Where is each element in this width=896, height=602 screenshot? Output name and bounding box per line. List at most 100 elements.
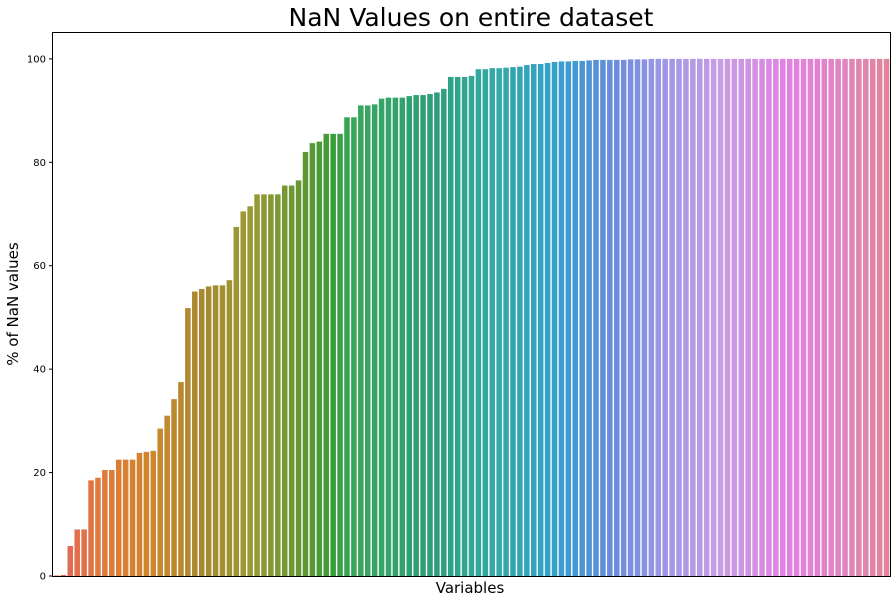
bar <box>171 399 177 576</box>
bar <box>102 469 108 576</box>
bar <box>344 117 350 576</box>
bar <box>420 95 426 576</box>
bar <box>295 180 302 576</box>
bar <box>281 185 288 576</box>
bar <box>74 529 80 576</box>
bar <box>233 226 240 576</box>
y-axis-ticks: 0 20 40 60 80 100 <box>27 54 53 583</box>
bar <box>883 58 890 577</box>
bar <box>752 58 758 577</box>
bar <box>164 415 170 576</box>
bar <box>669 58 675 577</box>
bar <box>662 58 668 577</box>
bar <box>648 58 655 577</box>
bar <box>454 76 461 577</box>
bar <box>205 286 212 576</box>
bar <box>358 105 364 577</box>
bar <box>835 58 841 577</box>
bar <box>226 280 233 576</box>
bar <box>323 133 329 576</box>
bar <box>524 65 530 576</box>
bar <box>406 96 413 576</box>
bar <box>67 546 74 576</box>
bar <box>800 58 807 577</box>
bar <box>60 574 67 576</box>
bar <box>122 459 129 576</box>
bar <box>254 194 260 576</box>
bar <box>655 58 662 577</box>
bar <box>392 97 399 576</box>
bar <box>351 117 357 576</box>
bar <box>427 94 433 577</box>
bar <box>807 58 814 577</box>
bar <box>275 194 281 576</box>
bar <box>489 68 496 577</box>
bar <box>869 58 876 577</box>
bar <box>309 143 316 576</box>
bar <box>198 288 205 576</box>
bar <box>330 133 336 576</box>
bar <box>503 67 509 577</box>
bar <box>731 58 738 577</box>
bars-group <box>53 58 890 577</box>
bar <box>537 64 544 576</box>
bar <box>185 308 191 576</box>
bar <box>413 95 419 576</box>
bar <box>863 58 869 577</box>
y-tick-label: 0 <box>40 572 46 583</box>
bar <box>192 291 198 576</box>
bar <box>136 452 143 576</box>
bar <box>842 58 848 577</box>
bar <box>828 58 834 577</box>
bar <box>337 133 343 576</box>
bar <box>579 60 585 577</box>
bar <box>634 59 641 577</box>
bar <box>461 76 468 577</box>
bar <box>620 59 627 576</box>
bar <box>572 60 579 577</box>
bar <box>717 58 724 577</box>
bar <box>482 69 489 576</box>
bar <box>157 428 163 576</box>
bar <box>593 59 599 576</box>
bar <box>738 58 745 577</box>
bar <box>517 66 523 577</box>
bar <box>793 58 800 577</box>
bar <box>614 59 620 576</box>
bar <box>586 60 592 577</box>
bar <box>724 58 731 577</box>
bar <box>558 61 565 576</box>
bar <box>441 88 447 576</box>
bar <box>849 58 855 577</box>
bar <box>710 58 717 577</box>
bar <box>109 469 115 576</box>
bar <box>641 59 648 577</box>
bar <box>780 58 786 577</box>
y-tick-label: 60 <box>33 261 46 272</box>
bar <box>876 58 883 577</box>
bar <box>447 76 454 577</box>
bar <box>219 285 226 576</box>
bar <box>88 480 94 576</box>
bar <box>475 69 482 576</box>
bar <box>302 151 309 576</box>
y-tick-label: 20 <box>33 468 46 479</box>
bar <box>565 61 572 576</box>
y-tick-label: 40 <box>33 365 46 376</box>
bar <box>703 58 710 577</box>
bar <box>364 105 371 577</box>
chart-title: NaN Values on entire dataset <box>289 3 654 32</box>
bar <box>150 450 157 576</box>
bar <box>399 97 406 576</box>
bar <box>268 194 274 576</box>
bar <box>551 61 558 576</box>
bar <box>247 206 253 577</box>
bar <box>143 451 150 576</box>
plot-frame <box>52 32 891 577</box>
bar <box>261 194 267 576</box>
y-axis-label: % of NaN values <box>4 242 22 366</box>
bar <box>814 58 821 577</box>
bar <box>371 104 378 577</box>
